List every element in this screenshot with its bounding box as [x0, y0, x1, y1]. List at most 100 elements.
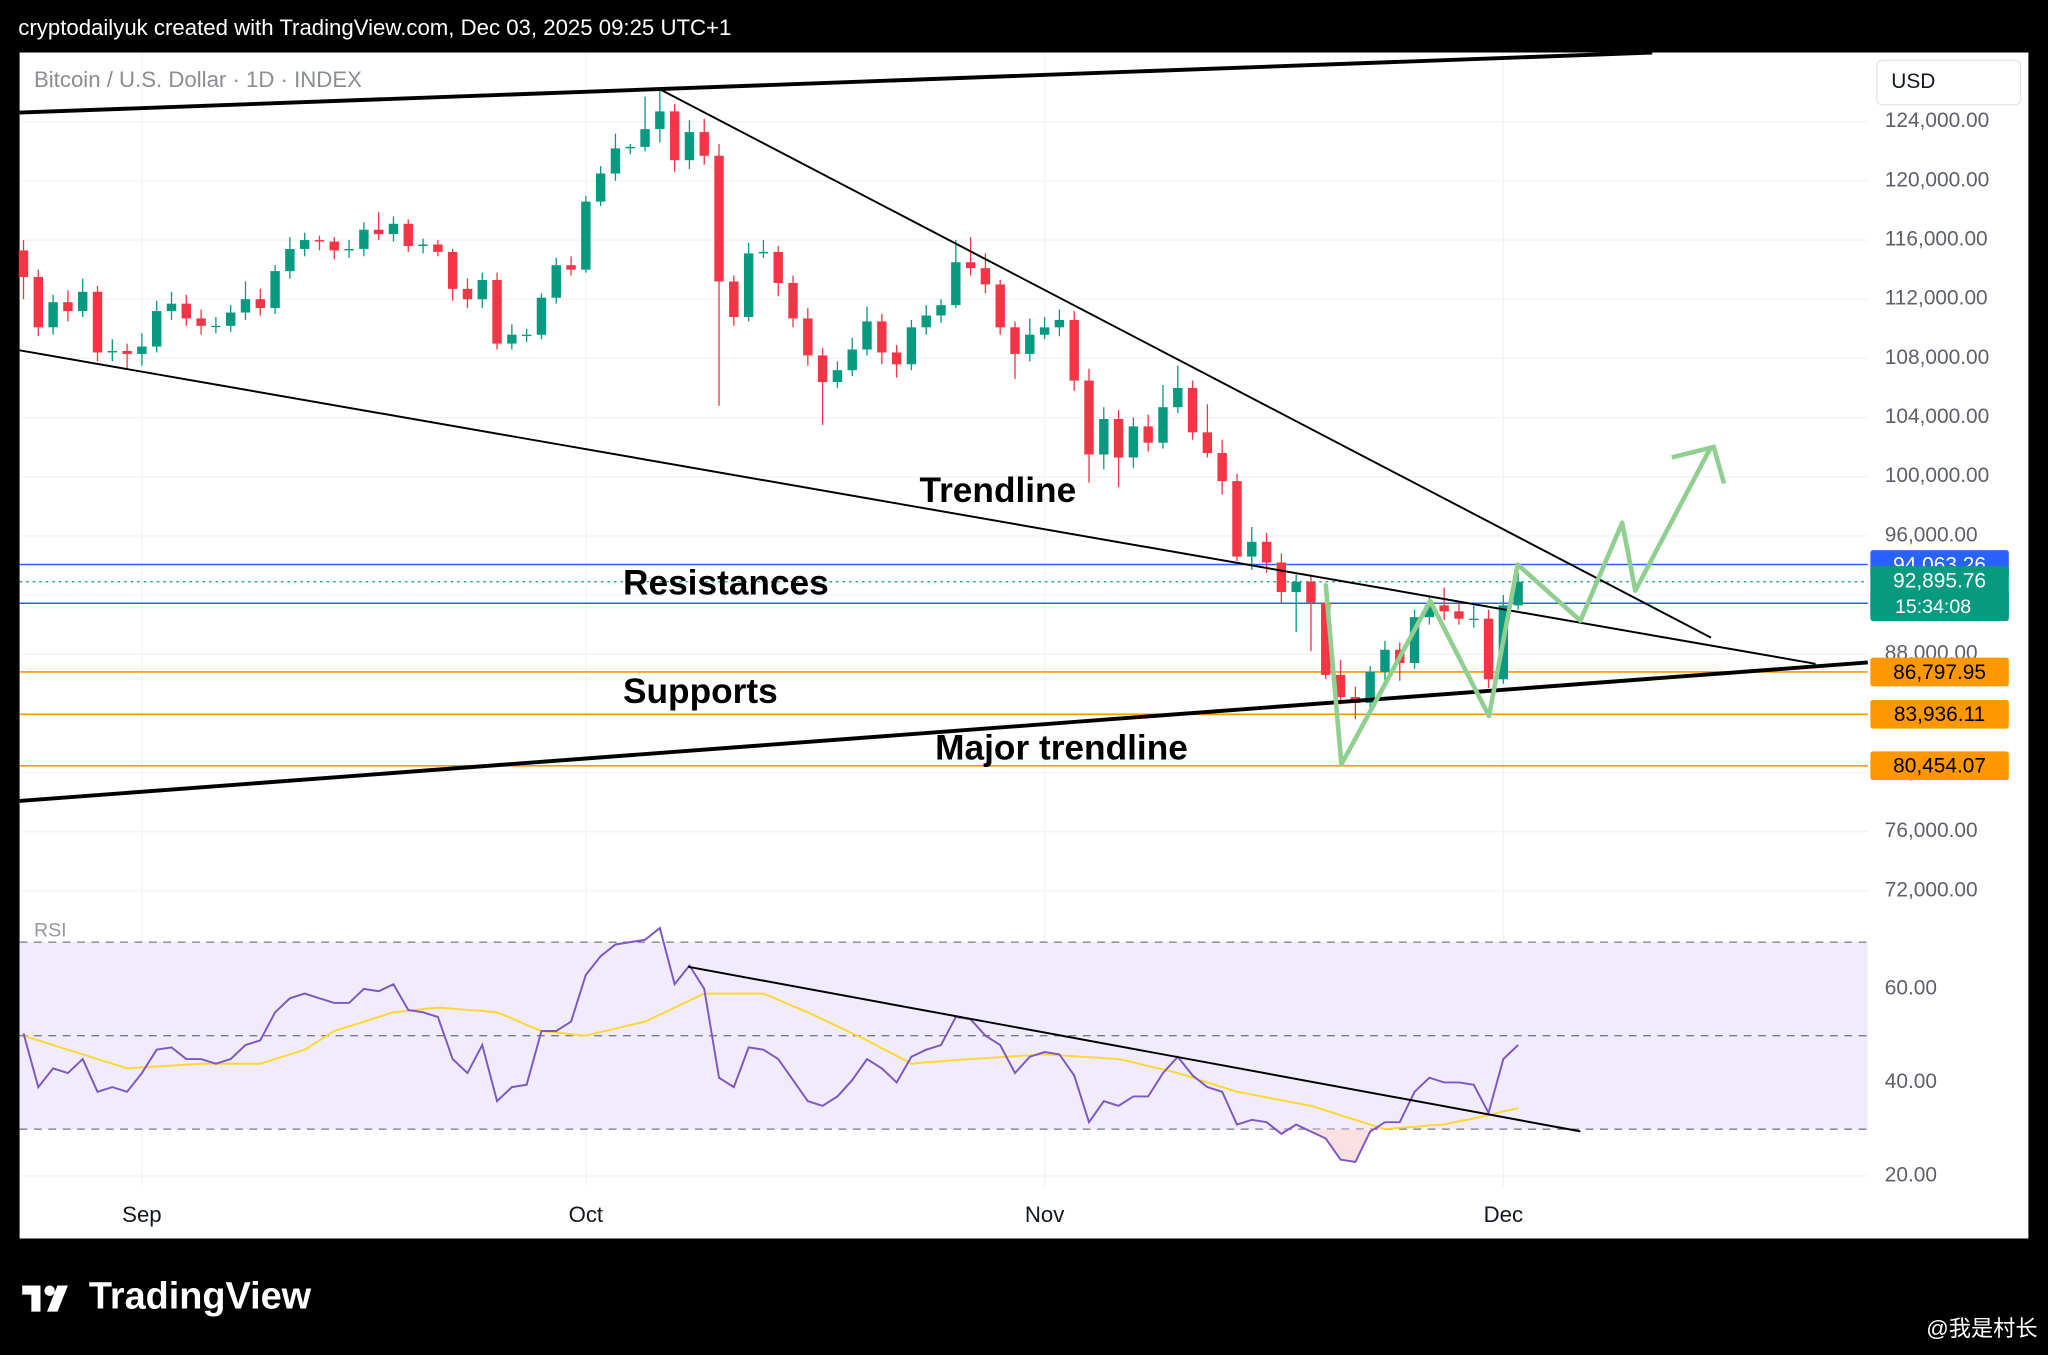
header: cryptodailyuk created with TradingView.c…	[18, 15, 731, 40]
candle-body	[714, 155, 724, 282]
currency-box[interactable]	[1876, 59, 2022, 106]
candle-body	[1025, 334, 1035, 354]
candle-body	[1424, 605, 1435, 618]
candle-body	[758, 251, 769, 254]
candle-body	[63, 302, 73, 312]
x-tick-label: Nov	[1025, 1202, 1065, 1227]
candle-body	[980, 268, 991, 285]
candle-body	[507, 334, 517, 344]
y-tick-label: 108,000.00	[1885, 346, 1989, 369]
candle-body	[743, 253, 754, 317]
candle-body	[1335, 674, 1346, 698]
candle-body	[921, 315, 931, 328]
candle-body	[906, 327, 917, 365]
candle-body	[951, 262, 961, 306]
y-tick-label: 104,000.00	[1885, 405, 1989, 428]
candle-body	[1054, 319, 1065, 328]
annotation: Supports	[623, 672, 778, 711]
candle-body	[255, 299, 265, 309]
candles	[18, 89, 1523, 720]
rsi-tick-label: 20.00	[1885, 1163, 1937, 1186]
y-tick-label: 72,000.00	[1885, 878, 1978, 901]
candle-body	[1143, 426, 1153, 443]
candle-body	[492, 279, 502, 344]
candle-body	[1202, 432, 1213, 454]
candle-body	[462, 288, 473, 300]
x-tick-label: Dec	[1484, 1202, 1523, 1227]
candle-body	[1469, 618, 1479, 620]
y-tick-label: 76,000.00	[1885, 819, 1978, 842]
candle-body	[1291, 581, 1301, 593]
candle-body	[551, 265, 561, 298]
candle-body	[329, 241, 339, 251]
candle-body	[1187, 387, 1198, 433]
candle-body	[477, 279, 487, 300]
candle-body	[18, 250, 29, 278]
candle-body	[299, 240, 310, 249]
level-label-box	[1870, 699, 2009, 729]
candle-body	[1069, 319, 1079, 381]
last-price-label: 92,895.76	[1893, 569, 1986, 592]
candle-body	[122, 350, 132, 354]
candle-body	[1454, 611, 1464, 619]
major-trendline	[19, 660, 1868, 803]
candle-body	[285, 248, 295, 272]
candle-body	[1232, 481, 1242, 557]
annotation: Trendline	[920, 471, 1077, 510]
candle-body	[877, 321, 887, 353]
y-tick-label: 96,000.00	[1885, 523, 1978, 546]
candle-body	[995, 284, 1005, 328]
level-label: 80,454.07	[1893, 755, 1986, 778]
y-tick-label: 116,000.00	[1885, 228, 1988, 251]
candle-body	[1276, 562, 1287, 593]
candle-body	[1321, 602, 1331, 675]
candle-body	[388, 223, 399, 235]
candle-body	[610, 148, 621, 174]
candle-body	[965, 262, 976, 269]
logo-part	[44, 1285, 55, 1296]
candle-body	[566, 265, 576, 270]
candle-body	[447, 251, 458, 289]
level-label: 83,936.11	[1894, 703, 1985, 726]
candle-body	[1409, 617, 1420, 664]
symbol: Bitcoin / U.S. Dollar · 1D · INDEX	[34, 67, 362, 92]
logo-part	[47, 1285, 68, 1312]
candle-body	[314, 240, 325, 242]
y-tick-label: 120,000.00	[1885, 168, 1989, 191]
candle-body	[1010, 327, 1020, 354]
candle-body	[936, 305, 946, 316]
candle-body	[1380, 649, 1390, 672]
candle-body	[33, 277, 44, 328]
candle-body	[373, 229, 384, 235]
candle-body	[1099, 419, 1109, 455]
trendline-lower	[19, 349, 1816, 665]
trendline-descending	[659, 88, 1712, 639]
candle-body	[521, 334, 532, 337]
candle-body	[1173, 387, 1183, 408]
currency[interactable]: USD	[1891, 70, 1935, 93]
candle-body	[1247, 541, 1257, 557]
candle-body	[1483, 618, 1494, 680]
candle-body	[196, 318, 206, 326]
annotation: Major trendline	[935, 728, 1188, 767]
rsi-tick-label: 60.00	[1885, 976, 1937, 999]
candle-body	[137, 346, 147, 354]
candle-body	[151, 311, 162, 347]
candle-body	[640, 129, 650, 147]
candle-body	[78, 291, 88, 312]
countdown: 15:34:08	[1895, 596, 1971, 618]
candle-body	[181, 303, 191, 319]
candle-body	[1084, 380, 1094, 455]
candle-body	[1439, 605, 1449, 612]
candle-body	[595, 173, 606, 202]
logo-part	[31, 1285, 41, 1312]
rsi-tick-label: 40.00	[1885, 1070, 1937, 1093]
candle-body	[581, 201, 591, 270]
candle-body	[847, 349, 857, 371]
candle-body	[817, 355, 828, 383]
projection-path	[1323, 445, 1714, 767]
projection-arrow	[1671, 444, 1727, 485]
rsi-line	[22, 926, 1519, 1164]
level-label: 86,797.95	[1893, 661, 1986, 684]
x-tick-label: Sep	[122, 1202, 161, 1227]
